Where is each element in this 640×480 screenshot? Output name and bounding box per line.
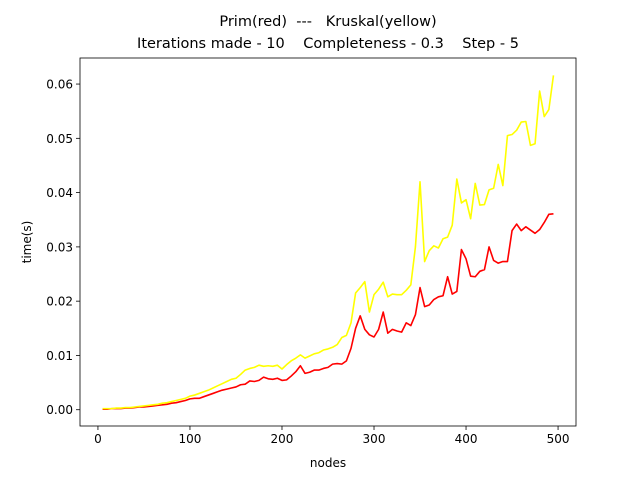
- y-tick-label: 0.04: [46, 186, 73, 200]
- y-tick-label: 0.03: [46, 240, 73, 254]
- data-line: [102, 212, 554, 410]
- x-tick-label: 0: [94, 432, 102, 446]
- x-axis-label: nodes: [310, 456, 346, 470]
- x-tick-label: 400: [455, 432, 478, 446]
- y-tick-label: 0.00: [46, 403, 73, 417]
- x-tick-label: 100: [179, 432, 202, 446]
- y-tick-label: 0.01: [46, 349, 73, 363]
- x-tick-label: 200: [271, 432, 294, 446]
- chart-subtitle: Iterations made - 10 Completeness - 0.3 …: [137, 36, 519, 52]
- data-line: [102, 75, 555, 410]
- x-tick-label: 300: [363, 432, 386, 446]
- y-tick-label: 0.05: [46, 132, 73, 146]
- chart-title: Prim(red) --- Kruskal(yellow): [219, 14, 436, 30]
- plot-frame: [79, 57, 577, 427]
- y-tick-label: 0.02: [46, 295, 73, 309]
- x-tick-label: 500: [547, 432, 570, 446]
- y-axis-label: time(s): [20, 221, 34, 264]
- y-tick-label: 0.06: [46, 78, 73, 92]
